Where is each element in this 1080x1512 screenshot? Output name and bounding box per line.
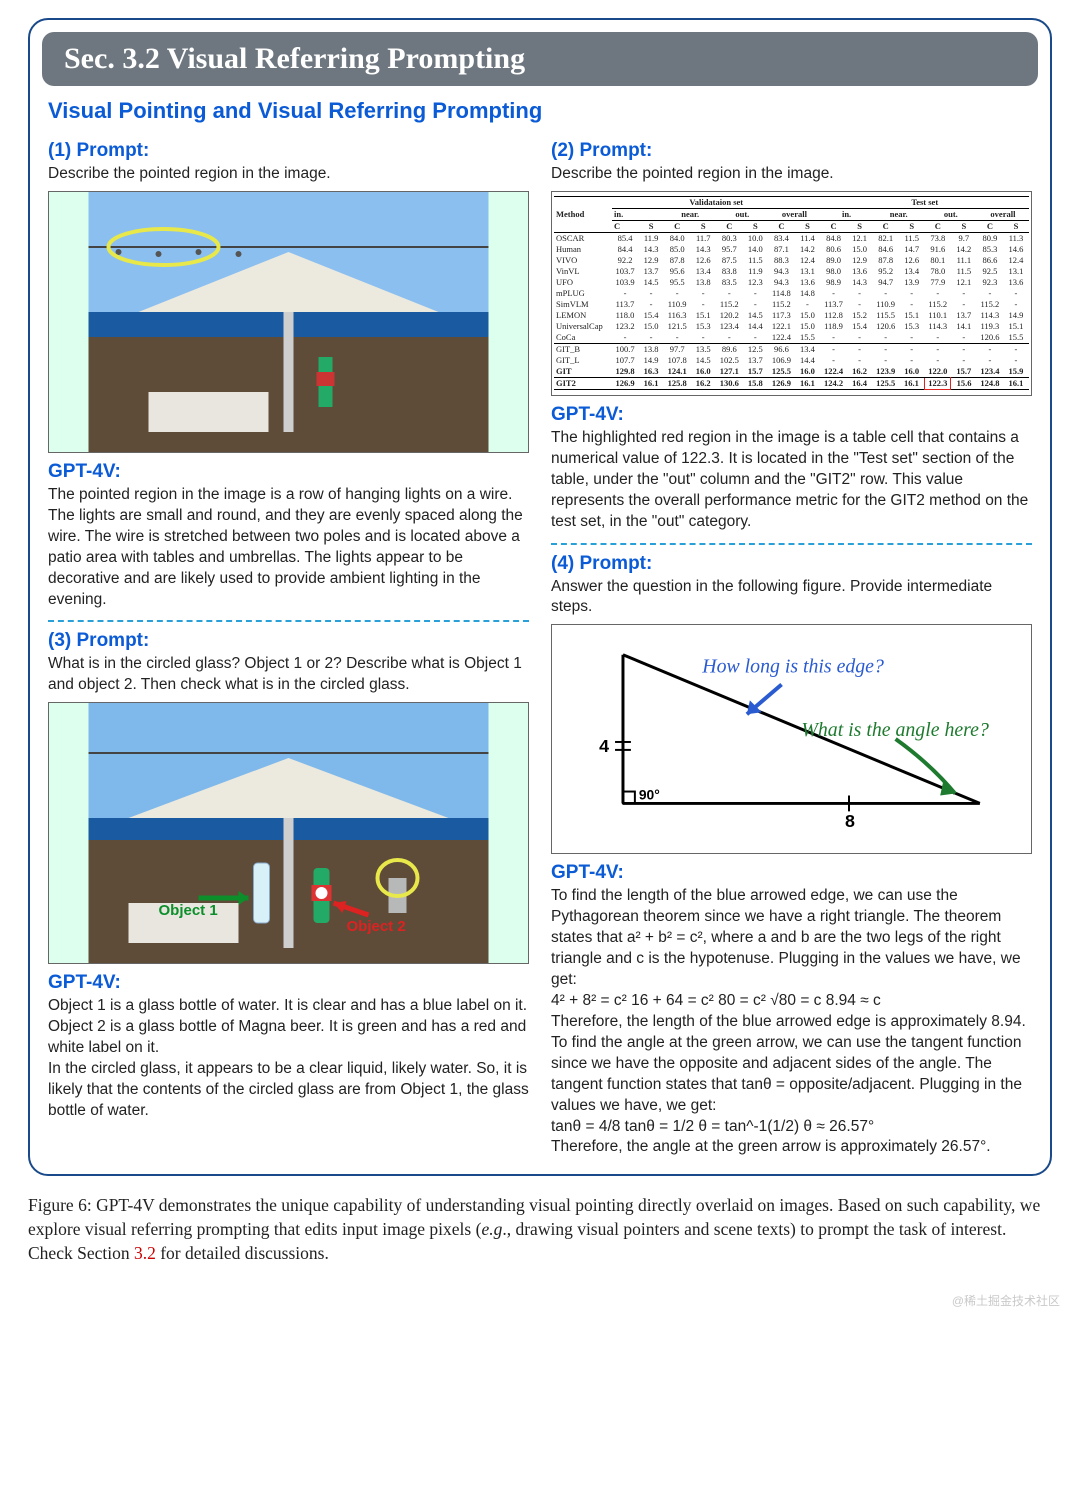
figure-caption: Figure 6: GPT-4V demonstrates the unique… bbox=[28, 1194, 1052, 1265]
prompt-3-heading: (3) Prompt: bbox=[48, 630, 529, 652]
triangle-diagram: 4 8 90° How long is this edge? What is t… bbox=[552, 625, 1031, 853]
prompt-3-text: What is in the circled glass? Object 1 o… bbox=[48, 654, 529, 696]
object-2-label: Object 2 bbox=[347, 918, 406, 935]
section-ref: 3.2 bbox=[134, 1243, 156, 1263]
dashed-separator bbox=[551, 543, 1032, 545]
figure-panel: Sec. 3.2 Visual Referring Prompting Visu… bbox=[28, 18, 1052, 1176]
figure-title: Visual Pointing and Visual Referring Pro… bbox=[48, 98, 1032, 124]
side-a-label: 4 bbox=[599, 736, 609, 756]
prompt-4-text: Answer the question in the following fig… bbox=[551, 577, 1032, 619]
dashed-separator bbox=[48, 620, 529, 622]
side-b-label: 8 bbox=[845, 812, 855, 832]
gpt4v-response-4: To find the length of the blue arrowed e… bbox=[551, 886, 1032, 1158]
gpt4v-heading-1: GPT-4V: bbox=[48, 461, 529, 483]
gpt4v-response-3: Object 1 is a glass bottle of water. It … bbox=[48, 996, 529, 1122]
question-1-text: How long is this edge? bbox=[701, 656, 884, 678]
gpt4v-heading-3: GPT-4V: bbox=[48, 972, 529, 994]
left-column: (1) Prompt: Describe the pointed region … bbox=[48, 134, 529, 1158]
two-column-layout: (1) Prompt: Describe the pointed region … bbox=[48, 134, 1032, 1158]
watermark: @稀土掘金技术社区 bbox=[952, 1292, 1060, 1309]
gpt4v-response-2: The highlighted red region in the image … bbox=[551, 428, 1032, 533]
prompt-4-figure: 4 8 90° How long is this edge? What is t… bbox=[551, 624, 1032, 854]
benchmark-table: MethodValidataion setTest setin.near.out… bbox=[554, 196, 1029, 391]
right-column: (2) Prompt: Describe the pointed region … bbox=[551, 134, 1032, 1158]
patio-photo-1 bbox=[49, 192, 528, 452]
prompt-2-heading: (2) Prompt: bbox=[551, 140, 1032, 162]
prompt-1-heading: (1) Prompt: bbox=[48, 140, 529, 162]
prompt-1-text: Describe the pointed region in the image… bbox=[48, 164, 529, 185]
prompt-4-heading: (4) Prompt: bbox=[551, 553, 1032, 575]
prompt-3-image: Object 1 Object 2 bbox=[48, 702, 529, 964]
gpt4v-heading-2: GPT-4V: bbox=[551, 404, 1032, 426]
prompt-2-table: MethodValidataion setTest setin.near.out… bbox=[551, 191, 1032, 396]
gpt4v-response-1: The pointed region in the image is a row… bbox=[48, 485, 529, 611]
patio-photo-2: Object 1 Object 2 bbox=[49, 703, 528, 963]
section-banner: Sec. 3.2 Visual Referring Prompting bbox=[42, 32, 1038, 86]
question-2-text: What is the angle here? bbox=[801, 719, 989, 741]
prompt-2-text: Describe the pointed region in the image… bbox=[551, 164, 1032, 185]
object-1-label: Object 1 bbox=[159, 902, 218, 919]
right-angle-label: 90° bbox=[639, 787, 660, 803]
gpt4v-heading-4: GPT-4V: bbox=[551, 862, 1032, 884]
prompt-1-image bbox=[48, 191, 529, 453]
